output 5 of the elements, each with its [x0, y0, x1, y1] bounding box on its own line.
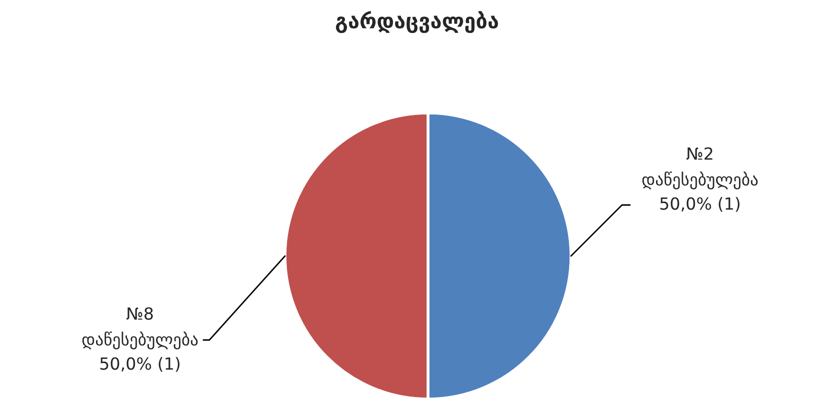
- slice-label: №8 დაწესებულება: [82, 307, 198, 350]
- data-label: 50,0% (1): [660, 196, 740, 212]
- data-label: 50,0% (1): [100, 356, 180, 372]
- chart-title: გარდაცვალება: [336, 10, 498, 34]
- slice-label: №2 დაწესებულება: [642, 147, 758, 190]
